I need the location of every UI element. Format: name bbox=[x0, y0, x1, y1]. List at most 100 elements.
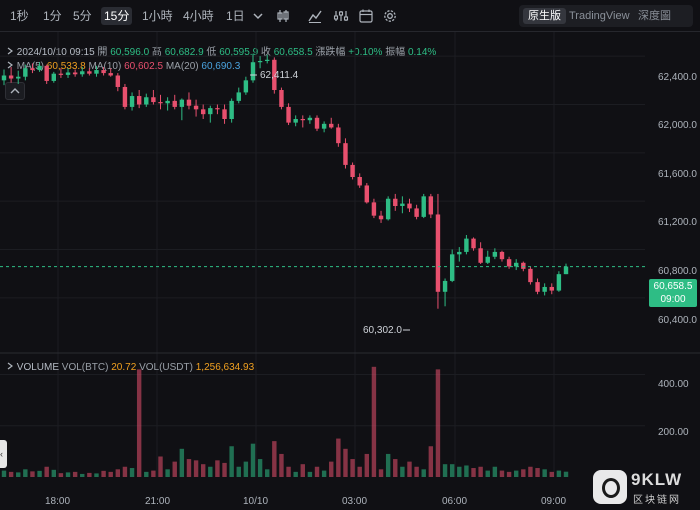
volume-bar bbox=[136, 369, 142, 477]
volume-bar bbox=[457, 466, 462, 477]
price-axis-label: 60,800.0 bbox=[658, 266, 697, 277]
calendar-icon[interactable] bbox=[358, 8, 374, 24]
candle-body bbox=[378, 215, 384, 220]
change-value: +0.10% bbox=[348, 47, 383, 58]
candle-body bbox=[364, 185, 370, 203]
candle-body bbox=[499, 251, 505, 260]
timeframe-15m[interactable]: 15分 bbox=[101, 7, 133, 25]
candle-body bbox=[58, 73, 64, 75]
candle-body bbox=[314, 117, 320, 129]
candle-body bbox=[94, 70, 99, 74]
candle-body bbox=[293, 119, 298, 123]
volume-bar bbox=[250, 443, 256, 477]
volume-bar bbox=[300, 464, 305, 477]
view-native[interactable]: 原生版 bbox=[523, 8, 566, 24]
candlestick-chart[interactable]: 62,400.0 62,000.0 61,600.0 61,200.0 60,8… bbox=[0, 32, 700, 510]
volume-bar bbox=[428, 446, 434, 477]
amplitude-label: 振幅 bbox=[385, 47, 406, 58]
low-value: 60,595.9 bbox=[219, 47, 259, 58]
volume-bar bbox=[400, 466, 405, 477]
volume-bar bbox=[279, 453, 284, 477]
volume-bar bbox=[435, 369, 441, 477]
volume-bar bbox=[314, 466, 320, 477]
volume-bar bbox=[16, 472, 21, 477]
candle-body bbox=[200, 109, 206, 115]
volume-bar bbox=[172, 461, 177, 477]
volume-bar bbox=[265, 469, 270, 477]
settings-sliders-icon[interactable] bbox=[333, 8, 349, 24]
volume-bar bbox=[80, 473, 85, 477]
candle-body bbox=[1, 75, 7, 81]
time-axis-label: 10/10 bbox=[243, 496, 268, 507]
volume-bar bbox=[129, 468, 135, 477]
timeframe-1m[interactable]: 1分 bbox=[43, 9, 62, 23]
price-axis-label: 60,400.0 bbox=[658, 315, 697, 326]
candle-body bbox=[286, 106, 291, 123]
watermark-title: 9KLW bbox=[631, 470, 683, 489]
volume-bar bbox=[385, 453, 391, 477]
candle-body bbox=[400, 203, 405, 206]
open-label: 開 bbox=[97, 47, 108, 58]
ohlc-datetime: 2024/10/10 09:15 bbox=[16, 47, 95, 58]
volume-bar bbox=[492, 466, 498, 477]
timeframe-1d[interactable]: 1日 bbox=[226, 9, 245, 23]
chevron-right-icon[interactable] bbox=[6, 47, 14, 55]
candle-body bbox=[37, 65, 42, 71]
timeframe-4h[interactable]: 4小時 bbox=[183, 9, 214, 23]
vol-btc-label: VOL(BTC) bbox=[61, 362, 109, 373]
ma10-value: 60,602.5 bbox=[124, 61, 164, 72]
chevron-up-icon bbox=[10, 88, 20, 94]
close-value: 60,658.5 bbox=[273, 47, 313, 58]
timeframe-5m[interactable]: 5分 bbox=[73, 9, 92, 23]
volume-bar bbox=[236, 466, 241, 477]
volume-bar bbox=[87, 472, 92, 477]
vol-btc-value: 20.72 bbox=[111, 362, 137, 373]
candle-body bbox=[23, 68, 28, 77]
volume-bar bbox=[37, 470, 42, 477]
volume-bar bbox=[179, 448, 185, 477]
volume-bar bbox=[222, 462, 227, 477]
candle-body bbox=[521, 262, 526, 269]
candle-body bbox=[179, 99, 185, 107]
view-depth[interactable]: 深度圖 bbox=[638, 10, 671, 22]
volume-bar bbox=[186, 459, 192, 477]
candle-body bbox=[300, 119, 305, 121]
price-axis-label: 61,200.0 bbox=[658, 217, 697, 228]
gear-icon[interactable] bbox=[382, 8, 398, 24]
chevron-right-icon[interactable] bbox=[6, 61, 14, 69]
chevron-down-icon[interactable] bbox=[250, 8, 266, 24]
expand-left-button[interactable]: ‹ bbox=[0, 440, 7, 468]
volume-bar bbox=[144, 471, 149, 477]
candle-body bbox=[549, 286, 554, 291]
time-axis-label: 03:00 bbox=[342, 496, 367, 507]
collapse-button[interactable] bbox=[5, 82, 25, 100]
candle-body bbox=[236, 92, 241, 101]
volume-bar bbox=[122, 466, 128, 477]
volume-bar bbox=[371, 366, 377, 477]
time-axis-label: 21:00 bbox=[145, 496, 170, 507]
candle-body bbox=[186, 99, 192, 106]
candle-body bbox=[250, 62, 256, 81]
candle-body bbox=[464, 238, 469, 252]
volume-bar bbox=[464, 465, 469, 477]
timeframe-1s[interactable]: 1秒 bbox=[10, 9, 29, 23]
volume-bar bbox=[471, 468, 476, 477]
volume-bar bbox=[378, 469, 384, 477]
low-annotation: 60,302.0 bbox=[363, 325, 402, 336]
chevron-right-icon[interactable] bbox=[6, 362, 14, 370]
volume-bar bbox=[407, 461, 412, 477]
ma5-value: 60,533.8 bbox=[46, 61, 86, 72]
volume-bar bbox=[272, 441, 277, 477]
watermark-subtitle: 区块链网 bbox=[633, 495, 681, 506]
candle-body bbox=[257, 61, 263, 63]
timeframe-1h[interactable]: 1小時 bbox=[142, 9, 173, 23]
candle-body bbox=[471, 238, 476, 249]
candlestick-type-icon[interactable] bbox=[275, 8, 291, 24]
candle-body bbox=[65, 72, 71, 75]
view-tradingview[interactable]: TradingView bbox=[569, 10, 630, 22]
candle-body bbox=[208, 108, 213, 115]
indicator-icon[interactable] bbox=[307, 8, 323, 24]
watermark: 9KLW 区块链网 bbox=[593, 470, 695, 506]
volume-bar bbox=[65, 472, 71, 477]
candle-body bbox=[542, 286, 547, 292]
